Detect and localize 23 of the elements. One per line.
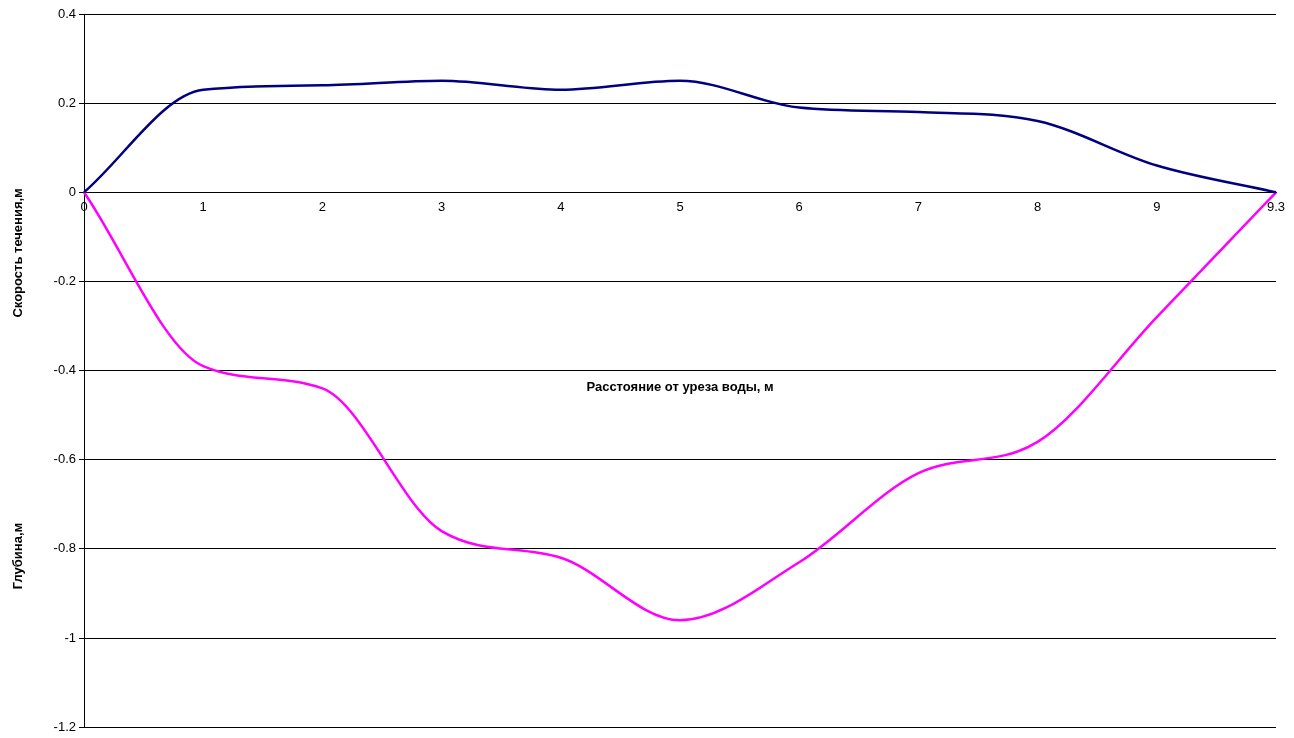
x-tick-label: 1 [199, 198, 207, 214]
x-tick-label: 2 [318, 198, 327, 214]
x-tick-label: 8 [1033, 198, 1042, 214]
x-tick-label: 5 [676, 198, 684, 214]
y-tick-label: -0.8 [53, 540, 76, 556]
line-series [82, 79, 1278, 194]
y-axis-title: Скорость течения,м [9, 188, 25, 318]
x-tick-label: 7 [914, 198, 923, 214]
y-tick-label: -1.2 [53, 718, 76, 734]
x-axis-title: Расстояние от уреза воды, м [586, 378, 774, 394]
y-tick-label: 0.4 [57, 5, 76, 21]
y-tick-label: -0.6 [53, 451, 76, 467]
y-tick-label: -1 [64, 629, 76, 645]
x-tick-label: 9.3 [1266, 198, 1286, 214]
x-tick-label: 6 [795, 198, 803, 214]
x-tick-label: 3 [437, 198, 446, 214]
text: Глубина,м [9, 522, 25, 590]
y-tick-label: -0.2 [53, 273, 76, 289]
y-tick-label: -0.4 [53, 362, 76, 378]
y-tick-label: 0 [68, 183, 76, 199]
x-tick-label: 4 [557, 198, 565, 214]
y-tick-label: 0.2 [57, 94, 76, 110]
x-tick-label: 9 [1153, 198, 1161, 214]
